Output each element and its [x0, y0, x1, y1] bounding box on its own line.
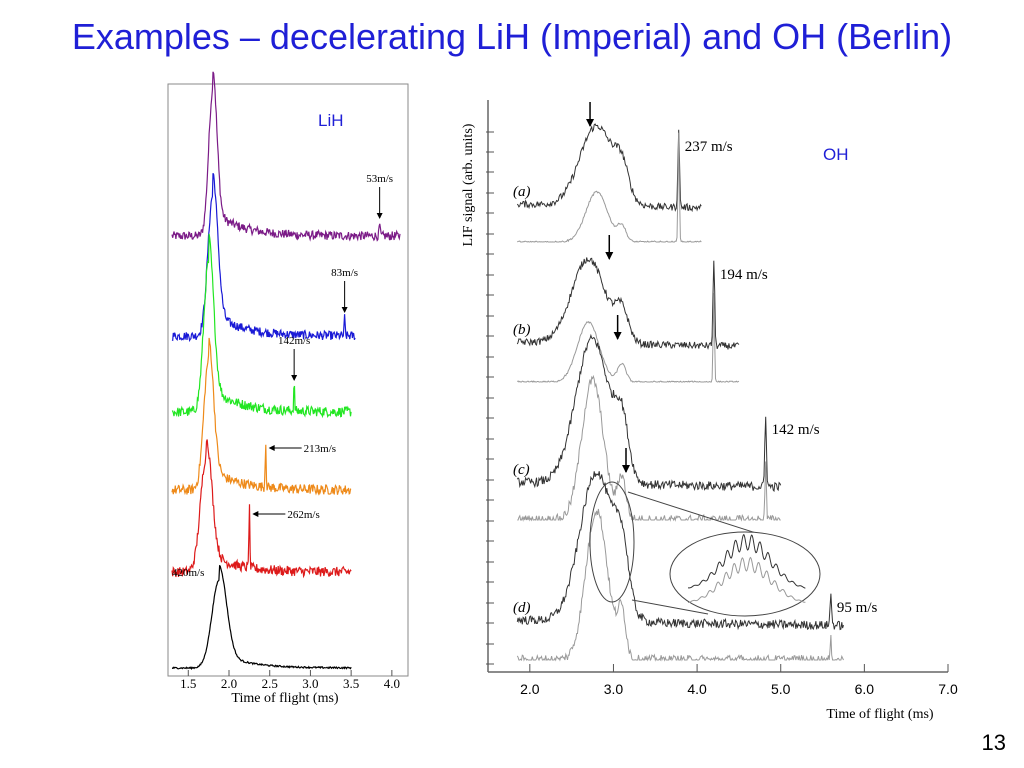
oh-series-dark-line: [516, 123, 702, 213]
lih-series-line: [171, 337, 352, 496]
oh-series-light-line: [516, 132, 702, 243]
oh-x-tick-label: 2.0: [520, 681, 540, 697]
lih-series-line: [171, 439, 352, 579]
oh-series-label: (a): [513, 184, 531, 200]
lih-x-tick-label: 2.0: [221, 676, 237, 691]
oh-velocity-label: 194 m/s: [720, 267, 768, 283]
lih-x-tick-label: 3.0: [302, 676, 318, 691]
oh-inset-light-line: [688, 556, 806, 603]
oh-zoom-inset-ellipse: [669, 531, 821, 617]
oh-panel-label: OH: [823, 145, 849, 164]
lih-velocity-label: 83m/s: [331, 267, 358, 279]
oh-x-tick-label: 5.0: [771, 681, 791, 697]
oh-velocity-label: 237 m/s: [685, 139, 733, 155]
oh-arrow-head: [613, 332, 622, 340]
lih-velocity-label: 53m/s: [366, 173, 393, 185]
oh-arrow-head: [622, 465, 630, 473]
oh-series-light-line: [517, 374, 781, 522]
lih-velocity-label: 142m/s: [278, 335, 310, 347]
oh-series-label: (b): [513, 322, 531, 338]
slide-number: 13: [981, 730, 1006, 755]
lih-series-line: [171, 233, 352, 419]
oh-arrow-head: [605, 252, 614, 260]
oh-x-tick-label: 7.0: [938, 681, 958, 697]
oh-x-axis-label: Time of flight (ms): [826, 707, 934, 722]
lih-series-line: [171, 564, 352, 671]
lih-velocity-arrowhead: [341, 307, 348, 313]
oh-x-tick-label: 4.0: [687, 681, 707, 697]
oh-series-dark-line: [516, 257, 740, 350]
oh-velocity-label: 95 m/s: [837, 600, 878, 616]
lih-plot-frame: [167, 83, 409, 677]
lih-velocity-arrowhead: [376, 213, 383, 219]
oh-x-tick-label: 3.0: [604, 681, 624, 697]
oh-series-light-line: [516, 508, 844, 662]
oh-y-axis-label: LIF signal (arb. units): [461, 123, 476, 246]
lih-velocity-arrowhead: [268, 445, 275, 451]
oh-series-dark-line: [516, 471, 844, 631]
lih-x-tick-label: 4.0: [384, 676, 400, 691]
oh-series-dark-line: [516, 333, 782, 493]
lih-series-line: [171, 173, 356, 343]
lih-x-tick-label: 1.5: [180, 676, 196, 691]
lih-x-tick-label: 3.5: [343, 676, 359, 691]
oh-series-label: (d): [513, 600, 531, 616]
oh-arrow-head: [586, 119, 595, 127]
lih-velocity-label: 420m/s: [172, 567, 204, 579]
oh-velocity-label: 142 m/s: [772, 422, 820, 438]
lih-velocity-label: 213m/s: [304, 443, 336, 455]
lih-series-line: [171, 71, 401, 242]
slide-title: Examples – decelerating LiH (Imperial) a…: [71, 16, 953, 57]
oh-x-tick-label: 6.0: [855, 681, 875, 697]
oh-chart: 2.0 3.0 4.0 5.0 6.0 7.0 (a) 237 m/s (b) 194 m/s (c…: [486, 102, 958, 697]
oh-series-light-line: [516, 292, 740, 383]
lih-x-axis-label: Time of flight (ms): [231, 691, 339, 706]
oh-zoom-connector-bottom: [631, 599, 709, 615]
oh-zoom-source-ellipse: [589, 481, 635, 603]
lih-panel-label: LiH: [318, 111, 344, 130]
oh-series-label: (c): [513, 462, 530, 478]
oh-inset-dark-line: [688, 534, 806, 589]
lih-chart: 1.5 2.0 2.5 3.0 3.5 4.0 53m/s 83m/s 142m/s 213m/s…: [171, 71, 401, 691]
lih-velocity-label: 262m/s: [287, 509, 319, 521]
lih-velocity-arrowhead: [291, 375, 298, 381]
oh-zoom-inset-trace: [688, 534, 806, 603]
lih-velocity-arrowhead: [252, 511, 259, 517]
lih-x-tick-label: 2.5: [262, 676, 278, 691]
